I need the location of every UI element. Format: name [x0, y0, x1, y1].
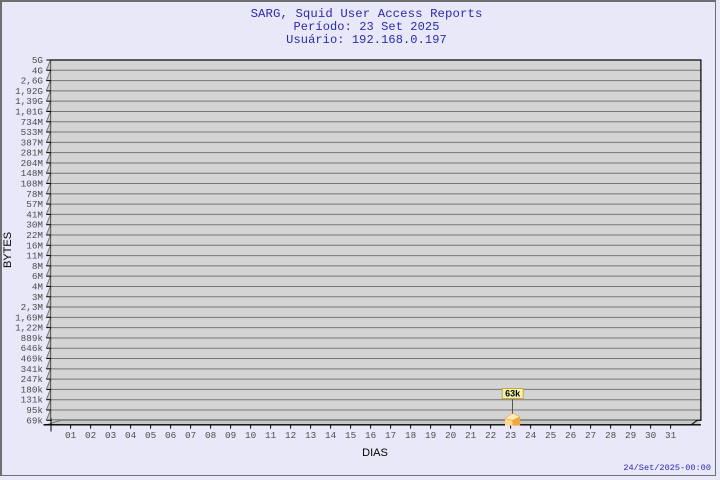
svg-text:09: 09: [225, 430, 236, 441]
svg-text:25: 25: [545, 430, 556, 441]
svg-text:30: 30: [645, 430, 656, 441]
svg-text:18: 18: [405, 430, 416, 441]
svg-text:28: 28: [605, 430, 616, 441]
svg-text:01: 01: [65, 430, 77, 441]
svg-text:16: 16: [365, 430, 376, 441]
svg-text:69k: 69k: [26, 415, 43, 426]
svg-text:17: 17: [385, 430, 396, 441]
svg-text:21: 21: [465, 430, 477, 441]
svg-text:27: 27: [585, 430, 596, 441]
svg-text:29: 29: [625, 430, 636, 441]
svg-text:05: 05: [145, 430, 156, 441]
svg-text:23: 23: [505, 430, 516, 441]
svg-text:20: 20: [445, 430, 456, 441]
svg-text:BYTES: BYTES: [2, 232, 14, 268]
svg-text:06: 06: [165, 430, 176, 441]
svg-text:24: 24: [525, 430, 537, 441]
svg-text:03: 03: [105, 430, 116, 441]
svg-text:DIAS: DIAS: [362, 447, 388, 459]
svg-text:11: 11: [265, 430, 277, 441]
svg-text:31: 31: [665, 430, 677, 441]
svg-text:14: 14: [325, 430, 337, 441]
svg-text:13: 13: [305, 430, 316, 441]
svg-text:10: 10: [245, 430, 256, 441]
svg-text:12: 12: [285, 430, 296, 441]
svg-text:22: 22: [485, 430, 496, 441]
svg-text:19: 19: [425, 430, 436, 441]
svg-text:63k: 63k: [505, 388, 521, 398]
svg-text:08: 08: [205, 430, 216, 441]
svg-text:07: 07: [185, 430, 196, 441]
svg-text:26: 26: [565, 430, 576, 441]
svg-text:15: 15: [345, 430, 356, 441]
svg-text:02: 02: [85, 430, 96, 441]
svg-text:04: 04: [125, 430, 137, 441]
